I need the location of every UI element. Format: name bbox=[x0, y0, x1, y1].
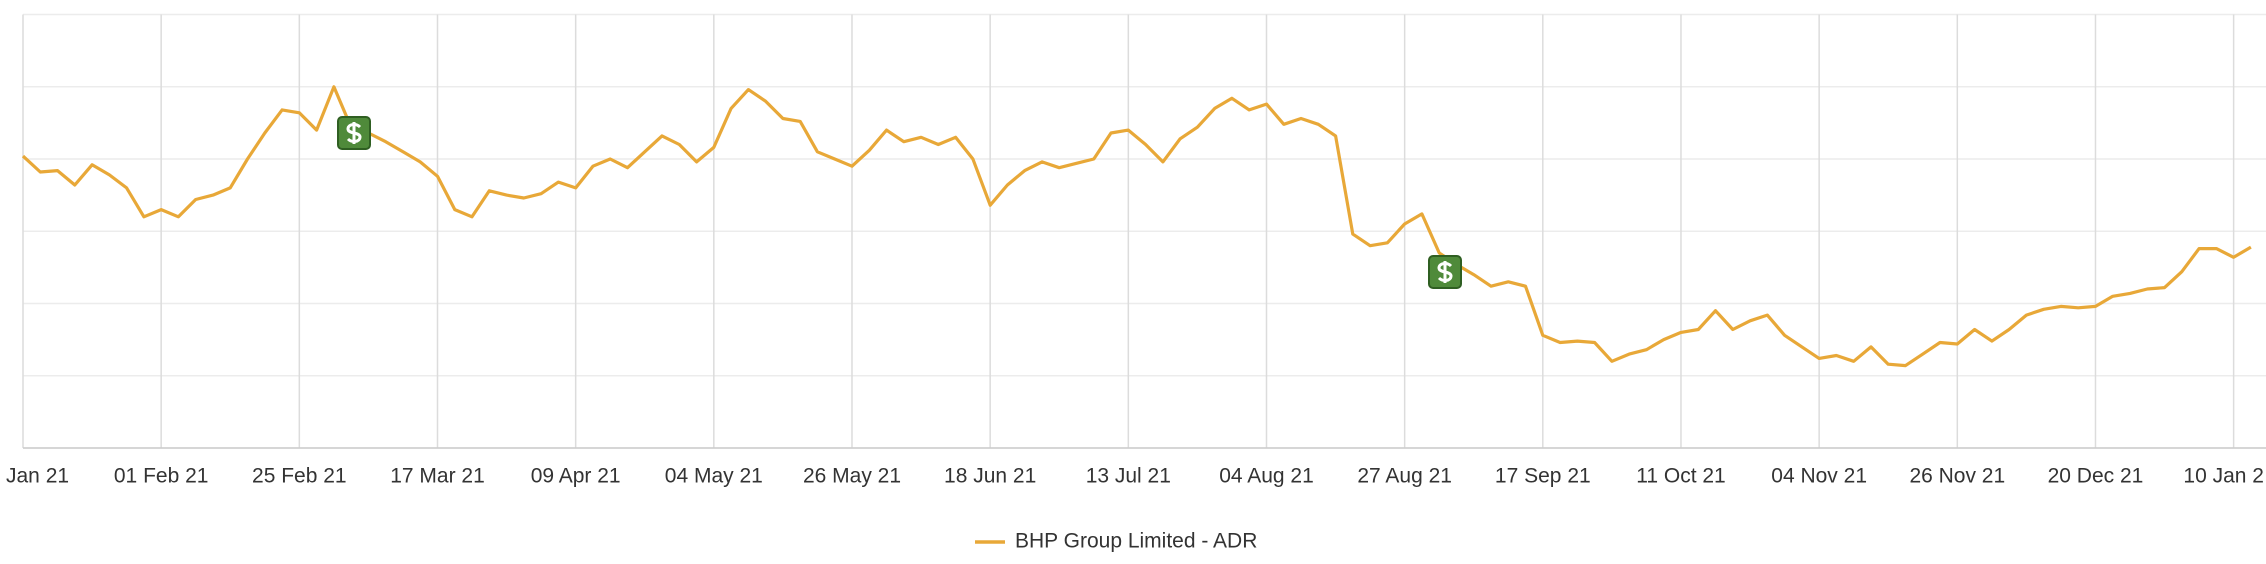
x-tick-label: 04 Nov 21 bbox=[1771, 465, 1867, 488]
x-tick-label: 17 Mar 21 bbox=[390, 465, 485, 488]
series-line bbox=[21, 85, 2252, 368]
x-tick-label: 26 Nov 21 bbox=[1909, 465, 2005, 488]
x-tick-label: 17 Sep 21 bbox=[1495, 465, 1591, 488]
x-tick-label: 27 Aug 21 bbox=[1357, 465, 1452, 488]
x-tick-label: 01 Feb 21 bbox=[114, 465, 209, 488]
x-tick-label: 09 Apr 21 bbox=[531, 465, 621, 488]
dividend-marker bbox=[1428, 255, 1462, 289]
x-tick-label: 04 Aug 21 bbox=[1219, 465, 1314, 488]
x-tick-label: 13 Jul 21 bbox=[1086, 465, 1171, 488]
x-tick-label: 20 Dec 21 bbox=[2048, 465, 2144, 488]
x-tick-label: 25 Feb 21 bbox=[252, 465, 347, 488]
x-tick-label: 26 May 21 bbox=[803, 465, 901, 488]
x-tick-label: 04 May 21 bbox=[665, 465, 763, 488]
dividend-marker bbox=[337, 116, 371, 150]
x-tick-label: 18 Jun 21 bbox=[944, 465, 1036, 488]
x-tick-label: Jan 21 bbox=[6, 465, 69, 488]
dollar-sign bbox=[1437, 261, 1453, 283]
dollar-sign bbox=[346, 122, 362, 144]
legend-label: BHP Group Limited - ADR bbox=[1015, 530, 1257, 553]
x-tick-label: 11 Oct 21 bbox=[1636, 465, 1726, 488]
x-tick-label: 10 Jan 2 bbox=[2183, 465, 2264, 488]
